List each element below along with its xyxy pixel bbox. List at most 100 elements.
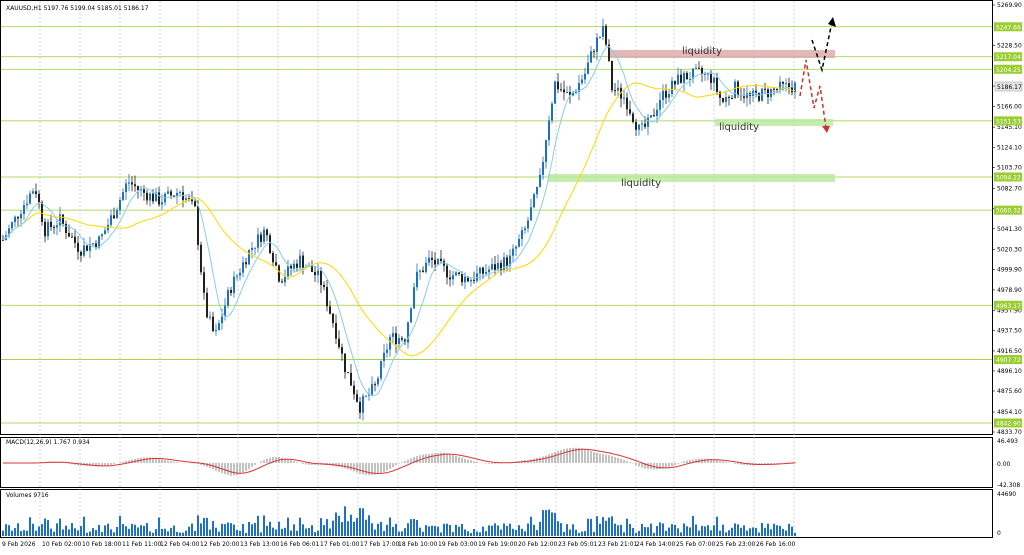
volume-bar [572,524,574,536]
candle-body [545,140,547,162]
candle-body [227,289,229,306]
candle-body [335,323,337,339]
candle-body [302,255,304,268]
candle-body [590,51,592,63]
volume-bar [599,523,601,536]
volume-bar [287,517,289,536]
candle-body [98,236,100,248]
volume-bar [554,512,556,536]
candle-body [68,232,70,237]
candle-body [638,124,640,130]
candle-body [407,322,409,343]
volume-bar [734,523,736,536]
volume-bar [41,524,43,536]
volume-pane[interactable] [0,489,993,538]
candle-body [392,333,394,337]
candle-body [515,246,517,249]
candle-body [44,221,46,237]
candle-body [635,122,637,130]
volume-bar [203,517,205,536]
time-label: 10 Feb 18:00 [82,541,122,548]
candle-body [527,220,529,229]
volume-bar [449,524,451,536]
volume-bar [359,508,361,536]
candle-body [14,216,16,223]
candle-body [191,199,193,202]
volume-tick-top: 44690 [997,491,1016,498]
candle-body [716,77,718,92]
price-tick-label: 4937.50 [997,327,1022,334]
volume-bar [317,530,319,536]
time-label: 23 Feb 05:01 [558,541,598,548]
volume-bar [335,512,337,536]
candle-body [479,267,481,274]
volume-bar [737,524,739,536]
volume-bar [320,518,322,536]
candle-body [53,226,55,228]
volume-bar [794,532,796,536]
volume-bar [218,531,220,536]
volume-bar [194,530,196,536]
level-label-box [994,205,1022,215]
candle-body [101,234,103,237]
candle-body [89,244,91,251]
candle-body [257,234,259,248]
price-tick-label: 4999.90 [997,266,1022,273]
price-tick-label: 4978.90 [997,287,1022,294]
volume-bar [308,528,310,536]
candle-body [29,193,31,204]
liquidity-zone-top [609,50,835,58]
candle-body [428,257,430,263]
volume-bar [506,525,508,536]
candle-body [599,36,601,38]
price-tick-label: 4875.60 [997,388,1022,395]
candle-body [629,109,631,114]
volume-bar [758,532,760,536]
volume-bar [728,530,730,536]
candle-body [134,184,136,187]
volume-bar [437,526,439,536]
candle-body [743,96,745,99]
volume-bar [23,530,25,536]
level-label-box [994,116,1022,126]
volume-bar [269,521,271,536]
candle-body [404,339,406,343]
time-label: 25 Feb 23:00 [716,541,756,548]
volume-bar [176,531,178,536]
volume-bar [50,528,52,536]
time-label: 16 Feb 06:01 [280,541,320,548]
candle-body [737,81,739,96]
price-pane[interactable] [0,0,993,435]
volume-bar [386,524,388,536]
volume-bar [782,528,784,536]
volume-bar [266,525,268,536]
candle-body [566,92,568,94]
volume-bar [260,532,262,536]
candle-body [281,281,283,283]
candle-body [701,68,703,75]
candle-body [233,276,235,293]
candle-body [704,73,706,75]
candle-body [236,275,238,277]
volume-bar [725,532,727,536]
candle-body [344,353,346,373]
volume-bar [119,515,121,536]
candle-body [539,174,541,187]
candle-body [323,284,325,288]
volume-bar [101,531,103,536]
volume-bar [377,523,379,536]
candle-body [122,192,124,201]
candle-body [203,272,205,293]
candle-body [74,236,76,243]
volume-bar [299,517,301,536]
candle-body [707,73,709,75]
volume-bar [275,529,277,536]
candle-body [374,384,376,386]
liquidity-label-top: liquidity [682,46,722,57]
price-tick-label: 5228.50 [997,43,1022,50]
candle-body [248,249,250,265]
candle-body [365,395,367,397]
volume-bar [80,526,82,536]
